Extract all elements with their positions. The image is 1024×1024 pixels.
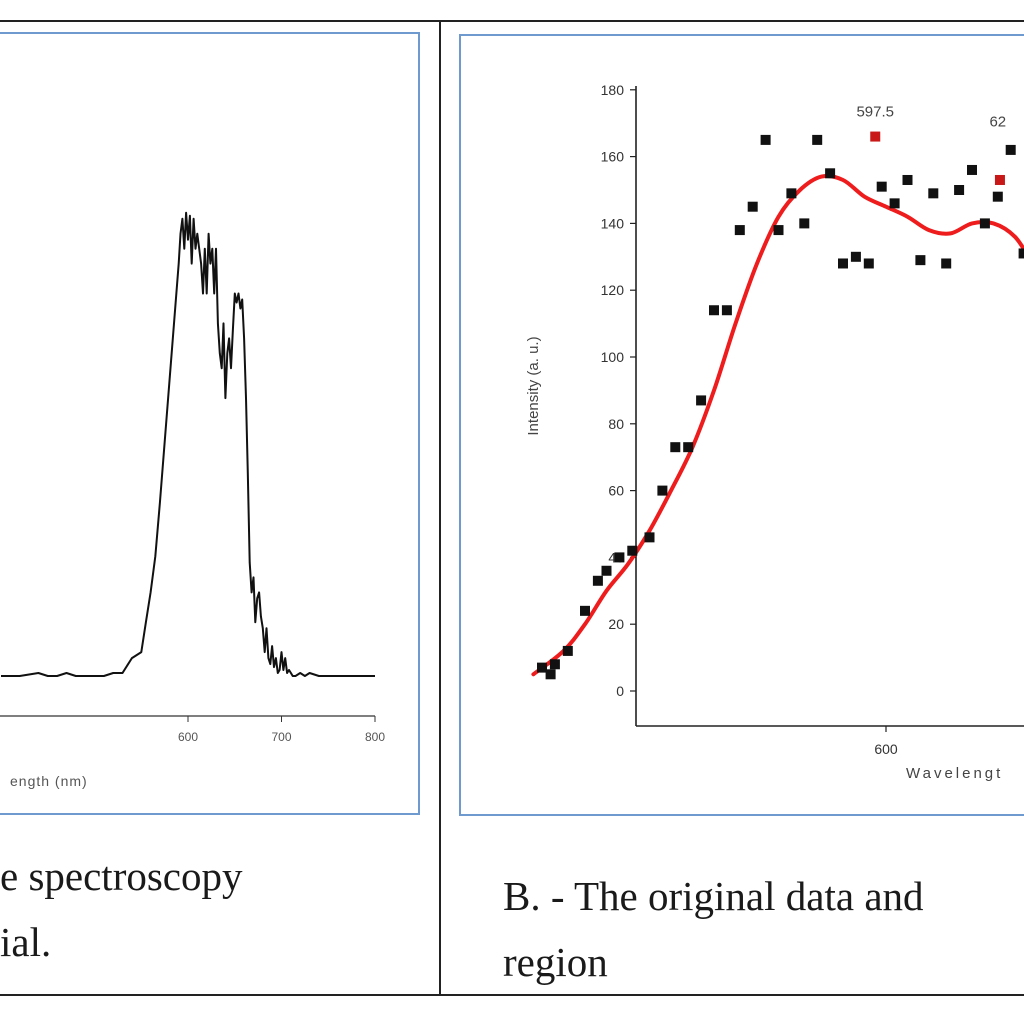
data-point	[683, 442, 694, 453]
chart-panel-a: 600 700 800 ength (nm)	[0, 32, 420, 815]
spectrum-line	[1, 211, 375, 677]
data-point	[537, 662, 547, 673]
data-point	[601, 565, 612, 576]
table-bottom-rule	[0, 994, 1024, 996]
x-tick-label: 600	[874, 741, 898, 757]
caption-a-line2: ial.	[0, 919, 52, 965]
caption-b-line1: B. - The original data and	[503, 873, 924, 919]
x-tick-label: 800	[365, 730, 385, 744]
y-tick-label: 80	[608, 416, 624, 432]
data-point	[580, 605, 590, 616]
table-top-rule	[0, 20, 1024, 22]
x-axis-label: ength (nm)	[10, 773, 88, 789]
data-point	[644, 532, 655, 543]
y-tick-label: 0	[616, 683, 624, 699]
data-point	[670, 442, 681, 453]
data-point	[1018, 248, 1024, 259]
data-point	[889, 198, 900, 209]
fit-chart-b: 020406080100120140160180600Intensity (a.…	[525, 82, 1024, 782]
data-point	[799, 218, 810, 229]
data-point	[954, 185, 965, 195]
y-tick-label: 60	[608, 483, 624, 499]
x-tick-label: 600	[178, 730, 198, 744]
data-point	[721, 305, 732, 316]
y-tick-label: 180	[601, 82, 625, 98]
caption-b-line2: region	[503, 939, 608, 985]
data-point	[915, 255, 926, 266]
data-point	[967, 164, 977, 175]
data-point	[773, 225, 784, 236]
data-point	[696, 395, 707, 406]
y-tick-label: 100	[601, 349, 625, 365]
peak-annotation: 62	[989, 114, 1006, 131]
data-point	[825, 168, 836, 179]
data-point	[592, 575, 603, 586]
data-point	[786, 188, 797, 199]
data-point	[992, 191, 1003, 202]
data-point	[545, 669, 556, 680]
y-tick-label: 20	[608, 616, 624, 632]
data-point	[812, 134, 823, 145]
y-axis-label: Intensity (a. u.)	[525, 336, 542, 435]
fit-curve	[531, 173, 1024, 677]
data-point	[614, 552, 625, 563]
data-point	[747, 201, 758, 212]
data-point	[657, 485, 668, 496]
y-tick-label: 140	[601, 215, 625, 231]
data-point	[979, 218, 990, 229]
peak-point	[870, 131, 881, 142]
chart-panel-b: 020406080100120140160180600Intensity (a.…	[459, 34, 1024, 816]
data-point	[549, 659, 560, 670]
data-point	[941, 258, 952, 269]
x-tick-label: 700	[271, 730, 291, 744]
data-point	[734, 225, 745, 236]
data-point	[1005, 144, 1016, 155]
table-column-divider	[439, 20, 441, 996]
y-tick-label: 120	[601, 282, 625, 298]
caption-a-line1: e spectroscopy	[0, 853, 243, 899]
data-point	[838, 258, 848, 269]
data-point	[850, 251, 861, 262]
data-point	[760, 134, 771, 145]
spectrum-chart-a: 600 700 800 ength (nm)	[0, 211, 385, 789]
peak-point	[994, 174, 1005, 185]
data-point	[928, 188, 939, 199]
data-point	[902, 174, 913, 185]
peak-annotation: 597.5	[856, 104, 894, 121]
data-point	[709, 305, 719, 316]
data-point	[876, 181, 887, 192]
data-point	[863, 258, 874, 269]
y-tick-label: 160	[601, 149, 625, 165]
data-point	[627, 545, 638, 556]
x-axis-label: Wavelengt	[906, 765, 1003, 782]
data-point	[562, 645, 573, 656]
